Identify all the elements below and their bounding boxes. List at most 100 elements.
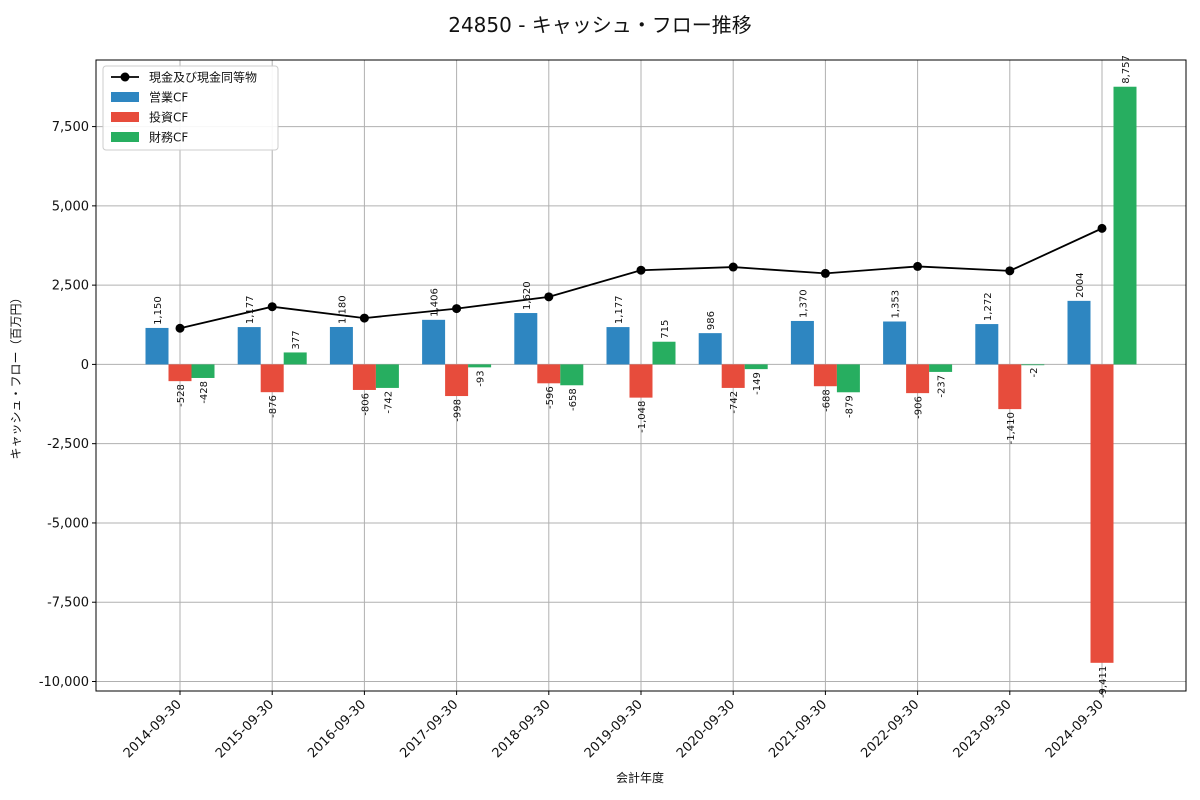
y-tick-label: -10,000 — [39, 675, 89, 690]
data-label: -528 — [176, 384, 187, 407]
cash-line-point — [175, 323, 185, 333]
bar — [652, 341, 676, 365]
data-label: 1,177 — [614, 295, 625, 324]
x-tick-label: 2024-09-30 — [1043, 697, 1107, 761]
bar — [1021, 364, 1045, 366]
legend-label: 現金及び現金同等物 — [149, 70, 257, 85]
data-label: 1,620 — [522, 281, 533, 310]
bar — [1090, 364, 1114, 663]
x-tick-label: 2016-09-30 — [305, 697, 369, 761]
bar — [906, 364, 930, 394]
bars — [145, 86, 1137, 663]
bar — [998, 364, 1022, 410]
x-axis-ticks: 2014-09-30 2015-09-30 2016-09-30 2017-09-30… — [121, 691, 1107, 761]
legend-swatch — [111, 92, 139, 102]
data-label: -149 — [752, 372, 763, 395]
data-label: 1,177 — [245, 295, 256, 324]
data-label: -876 — [268, 395, 279, 418]
bar — [168, 364, 192, 382]
data-label: -742 — [729, 391, 740, 414]
data-label: -806 — [360, 393, 371, 416]
data-label: 1,353 — [891, 290, 902, 319]
x-tick-label: 2018-09-30 — [490, 697, 554, 761]
chart-title: 24850 - キャッシュ・フロー推移 — [448, 13, 752, 37]
data-label: 1,370 — [798, 289, 809, 318]
y-tick-label: -2,500 — [47, 437, 89, 452]
cash-line-point — [820, 268, 830, 278]
data-label: -9,411 — [1098, 666, 1109, 698]
y-tick-label: 2,500 — [52, 279, 89, 294]
bar — [1113, 86, 1137, 365]
legend-swatch — [111, 112, 139, 122]
cash-line-point — [1005, 266, 1015, 276]
bar — [283, 352, 307, 365]
legend-marker — [120, 72, 130, 82]
bar — [237, 327, 261, 365]
data-label: 986 — [706, 311, 717, 330]
x-tick-label: 2019-09-30 — [582, 697, 646, 761]
cash-line-point — [636, 265, 646, 275]
bar — [813, 364, 837, 387]
bar — [560, 364, 584, 386]
bar — [514, 313, 538, 365]
legend-label: 財務CF — [149, 130, 188, 145]
cash-line-point — [544, 292, 554, 302]
data-label: -93 — [476, 370, 487, 386]
bar — [975, 324, 999, 365]
data-label: 1,406 — [430, 288, 441, 317]
data-label: 377 — [291, 330, 302, 349]
bar — [145, 327, 169, 365]
x-tick-label: 2014-09-30 — [121, 697, 185, 761]
data-labels: 1,150 1,177 1,180 1,406 1,620 1,177 986 1,370 1,… — [153, 55, 1132, 698]
bar — [468, 364, 492, 368]
bar — [883, 321, 907, 365]
cash-line-point — [1097, 223, 1107, 233]
bar — [260, 364, 284, 393]
y-tick-label: -7,500 — [47, 596, 89, 611]
bar — [606, 327, 630, 365]
bar — [836, 364, 860, 393]
cash-line-point — [913, 261, 923, 271]
data-label: -879 — [844, 395, 855, 418]
data-label: -428 — [199, 381, 210, 404]
cash-line-point — [267, 302, 277, 312]
bar — [790, 320, 814, 365]
y-tick-label: 0 — [81, 358, 89, 373]
y-tick-label: 7,500 — [52, 120, 89, 135]
bar — [929, 364, 953, 372]
cash-line-point — [452, 304, 462, 314]
y-axis-ticks: -10,000 -7,500 -5,000 -2,500 0 2,500 5,000 7,50… — [39, 120, 96, 690]
x-axis-label: 会計年度 — [616, 770, 664, 785]
bar — [422, 319, 446, 365]
data-label: 1,180 — [337, 295, 348, 324]
bar — [1067, 300, 1091, 365]
data-label: 8,757 — [1121, 55, 1132, 84]
cash-line-point — [728, 262, 738, 272]
bar — [537, 364, 561, 384]
data-label: 1,272 — [983, 292, 994, 321]
data-label: -1,410 — [1006, 412, 1017, 444]
bar — [698, 333, 722, 365]
legend-label: 営業CF — [149, 91, 188, 105]
cash-line-point — [359, 313, 369, 323]
x-tick-label: 2017-09-30 — [397, 697, 461, 761]
data-label: 1,150 — [153, 296, 164, 325]
bar — [352, 364, 376, 390]
bar — [629, 364, 653, 398]
bar — [329, 326, 353, 365]
y-axis-label: キャッシュ・フロー（百万円） — [9, 291, 23, 459]
bar — [445, 364, 469, 397]
bar — [375, 364, 399, 388]
x-tick-label: 2020-09-30 — [674, 697, 738, 761]
data-label: -742 — [383, 391, 394, 414]
data-label: -596 — [545, 386, 556, 409]
y-tick-label: -5,000 — [47, 516, 89, 531]
data-label: -237 — [937, 375, 948, 398]
bar — [744, 364, 768, 370]
bar — [721, 364, 745, 388]
legend-box — [102, 65, 279, 151]
data-label: -2 — [1029, 367, 1040, 377]
data-label: 715 — [660, 320, 671, 339]
